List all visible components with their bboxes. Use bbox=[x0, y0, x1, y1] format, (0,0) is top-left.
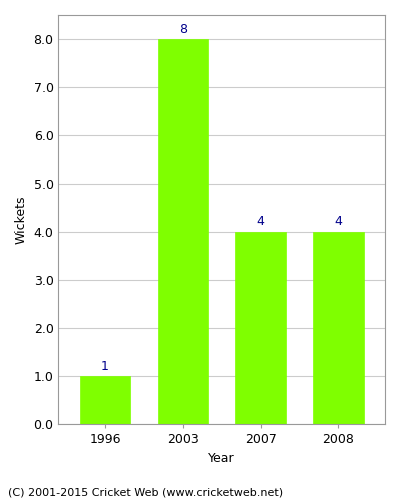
Text: 4: 4 bbox=[257, 216, 264, 228]
Text: 8: 8 bbox=[179, 22, 187, 36]
Text: 4: 4 bbox=[334, 216, 342, 228]
Bar bbox=[313, 232, 364, 424]
Bar bbox=[158, 39, 208, 424]
Y-axis label: Wickets: Wickets bbox=[15, 196, 28, 244]
Bar bbox=[80, 376, 130, 424]
Text: 1: 1 bbox=[101, 360, 109, 373]
Text: (C) 2001-2015 Cricket Web (www.cricketweb.net): (C) 2001-2015 Cricket Web (www.cricketwe… bbox=[8, 488, 283, 498]
Bar bbox=[235, 232, 286, 424]
X-axis label: Year: Year bbox=[208, 452, 235, 465]
